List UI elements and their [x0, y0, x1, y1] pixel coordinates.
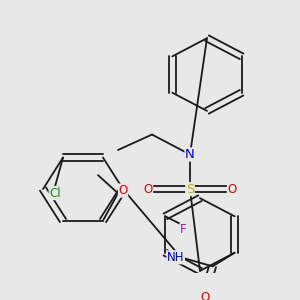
Text: O: O [227, 183, 237, 196]
Text: Cl: Cl [49, 187, 61, 200]
Text: N: N [185, 148, 195, 161]
Text: F: F [180, 224, 187, 236]
Text: O: O [200, 291, 209, 300]
Text: O: O [118, 184, 127, 197]
Text: O: O [143, 183, 153, 196]
Text: NH: NH [167, 251, 184, 264]
Text: S: S [186, 183, 194, 196]
